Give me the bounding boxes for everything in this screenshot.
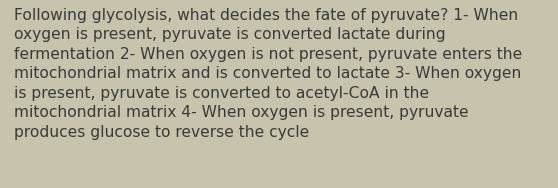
Text: Following glycolysis, what decides the fate of pyruvate? 1- When
oxygen is prese: Following glycolysis, what decides the f… [14, 8, 522, 140]
